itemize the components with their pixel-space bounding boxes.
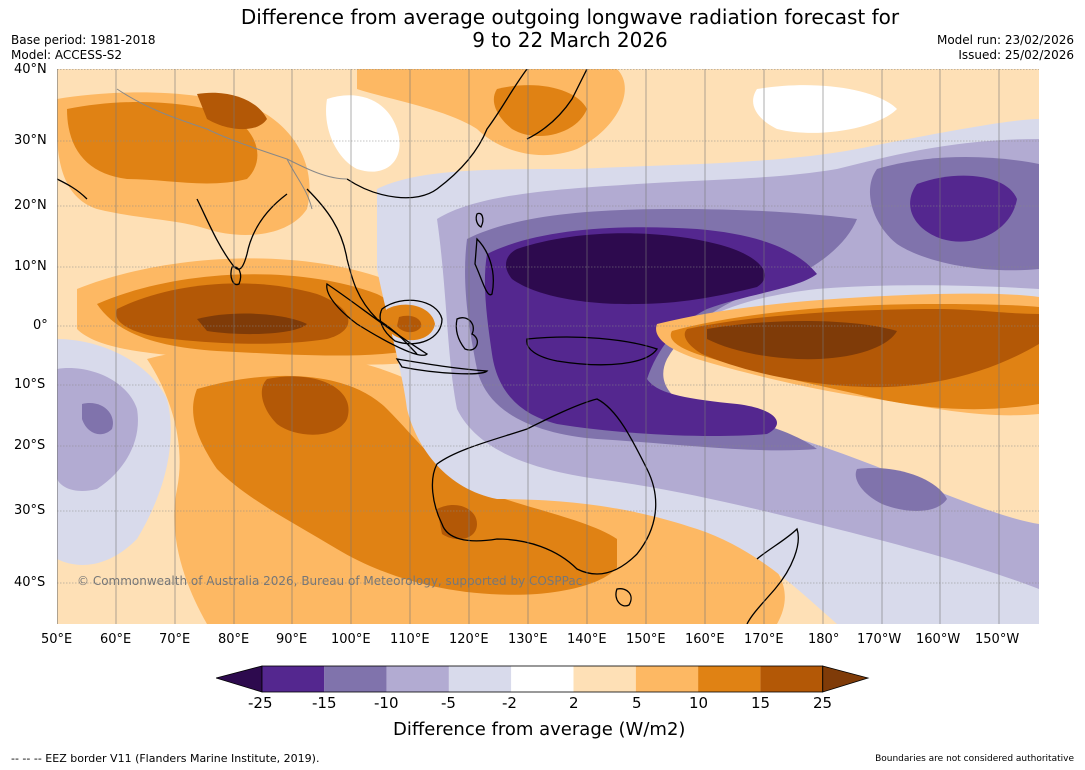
copyright-notice: © Commonwealth of Australia 2026, Bureau… bbox=[77, 574, 583, 588]
new-guinea bbox=[526, 336, 659, 366]
colorbar-tick: -10 bbox=[374, 694, 399, 712]
region-nw-aus-core bbox=[437, 504, 477, 540]
lon-label: 150°W bbox=[975, 632, 1020, 647]
lon-label: 180° bbox=[808, 632, 840, 647]
model-name: Model: ACCESS-S2 bbox=[11, 48, 123, 62]
colorbar-tick: 2 bbox=[569, 694, 579, 712]
colorbar-bin bbox=[573, 666, 636, 692]
region-se-aus bbox=[617, 539, 717, 624]
lat-label: 0° bbox=[33, 318, 48, 333]
region-borneo-peak bbox=[397, 315, 422, 333]
colorbar-label: Difference from average (W/m2) bbox=[393, 719, 686, 740]
taiwan bbox=[475, 212, 484, 228]
japan bbox=[526, 69, 588, 140]
colorbar-bin bbox=[511, 666, 574, 692]
colorbar-tick: -5 bbox=[441, 694, 456, 712]
new-zealand bbox=[746, 527, 799, 624]
lat-label: 40°S bbox=[14, 575, 46, 590]
lon-label: 80°E bbox=[218, 632, 250, 647]
lat-label: 40°N bbox=[14, 62, 47, 77]
lon-label: 130°E bbox=[508, 632, 548, 647]
region-neutral-china bbox=[326, 95, 400, 172]
sri-lanka bbox=[230, 266, 242, 286]
region-eq-indian-peak bbox=[197, 313, 307, 335]
australia bbox=[431, 398, 657, 575]
lon-label: 50°E bbox=[41, 632, 73, 647]
lon-label: 90°E bbox=[276, 632, 308, 647]
lat-label: 20°S bbox=[14, 438, 46, 453]
tasmania bbox=[615, 588, 632, 607]
lon-label: 60°E bbox=[100, 632, 132, 647]
lon-gridlines bbox=[57, 69, 1000, 624]
colorbar-tick: 10 bbox=[689, 694, 709, 712]
colorbar-tick: 15 bbox=[751, 694, 771, 712]
colorbar-high-extend bbox=[822, 665, 870, 693]
philippines bbox=[474, 237, 494, 296]
region-s-pacific-mod bbox=[855, 468, 947, 511]
eez-note: -- -- -- EEZ border V11 (Flanders Marine… bbox=[11, 752, 320, 765]
java bbox=[395, 358, 489, 375]
lat-label: 20°N bbox=[14, 198, 47, 213]
lat-label: 10°S bbox=[14, 377, 46, 392]
lat-label: 30°S bbox=[14, 503, 46, 518]
lon-label: 160°W bbox=[916, 632, 961, 647]
boundaries-note: Boundaries are not considered authoritat… bbox=[875, 754, 1074, 764]
region-cpac-peak bbox=[707, 320, 897, 360]
region-sw-indian-strong bbox=[82, 403, 113, 435]
india-coast bbox=[196, 193, 288, 270]
lon-label: 150°E bbox=[626, 632, 666, 647]
colorbar-bin bbox=[386, 666, 449, 692]
sulawesi bbox=[455, 317, 478, 351]
borneo bbox=[379, 299, 443, 345]
region-wpac-peak bbox=[505, 233, 765, 305]
region-china-strong bbox=[493, 85, 587, 137]
lon-label: 160°E bbox=[685, 632, 725, 647]
colorbar-tick: 25 bbox=[813, 694, 833, 712]
lon-label: 170°W bbox=[857, 632, 902, 647]
lon-label: 120°E bbox=[449, 632, 489, 647]
base-period: Base period: 1981-2018 bbox=[11, 33, 156, 47]
sumatra bbox=[326, 282, 429, 356]
region-himalaya-core bbox=[197, 92, 267, 130]
lon-label: 170°E bbox=[744, 632, 784, 647]
anomaly-map bbox=[57, 69, 1039, 624]
china-coast bbox=[346, 69, 528, 199]
colorbar-low-extend bbox=[216, 665, 263, 693]
region-india-strong bbox=[67, 102, 258, 184]
colorbar-bin bbox=[760, 666, 823, 692]
colorbar-bin bbox=[324, 666, 387, 692]
lon-label: 100°E bbox=[331, 632, 371, 647]
colorbar-bin bbox=[698, 666, 761, 692]
lon-label: 140°E bbox=[567, 632, 607, 647]
lat-label: 30°N bbox=[14, 133, 47, 148]
colorbar-tick: -25 bbox=[248, 694, 273, 712]
arabia-coast bbox=[57, 178, 88, 200]
colorbar-tick: -2 bbox=[502, 694, 517, 712]
colorbar-bin bbox=[448, 666, 512, 692]
model-run: Model run: 23/02/2026 bbox=[936, 33, 1074, 47]
colorbar-bin bbox=[635, 666, 699, 692]
title-line-1: Difference from average outgoing longwav… bbox=[240, 5, 900, 29]
lon-label: 110°E bbox=[390, 632, 430, 647]
region-neutral-w-pacific bbox=[753, 85, 897, 133]
colorbar-tick: 5 bbox=[632, 694, 642, 712]
colorbar-bin bbox=[262, 666, 325, 692]
region-n-pacific-strong bbox=[910, 175, 1017, 242]
title-line-2: 9 to 22 March 2026 bbox=[472, 28, 668, 52]
colorbar bbox=[216, 665, 870, 693]
issued-date: Issued: 25/02/2026 bbox=[958, 48, 1074, 62]
colorbar-tick: -15 bbox=[312, 694, 337, 712]
borders bbox=[116, 88, 348, 210]
lon-label: 70°E bbox=[159, 632, 191, 647]
lat-label: 10°N bbox=[14, 259, 47, 274]
region-s-indian-core bbox=[261, 376, 349, 435]
coastlines bbox=[57, 69, 799, 624]
